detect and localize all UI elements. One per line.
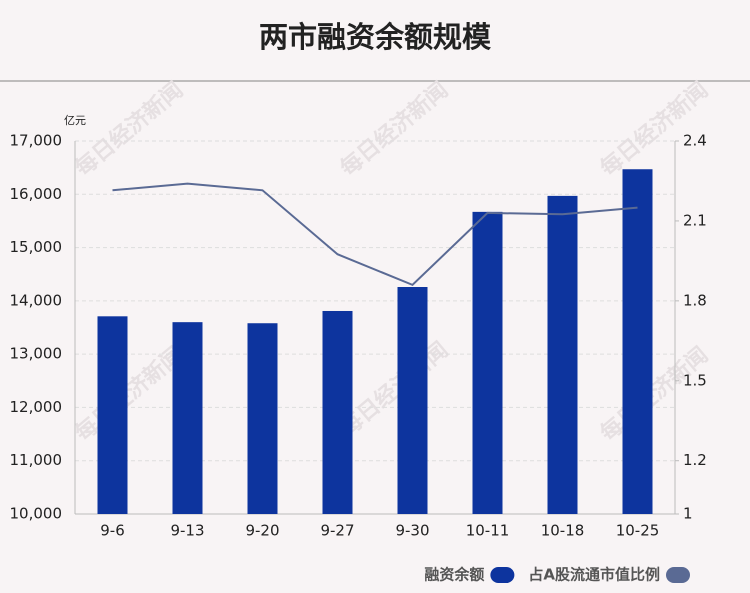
bar (172, 322, 203, 514)
y-tick-label: 16,000 (10, 185, 63, 203)
legend-label: 占A股流通市值比例 (528, 566, 660, 584)
y-tick-label: 11,000 (10, 451, 63, 469)
bar (547, 195, 578, 515)
legend-label: 融资余额 (424, 566, 484, 584)
x-tick-label: 9-6 (100, 522, 125, 540)
y2-tick-label: 1.2 (683, 451, 707, 469)
chart-title: 两市融资余额规模 (259, 20, 492, 54)
y2-tick-label: 2.1 (683, 211, 707, 229)
y2-tick-label: 1 (683, 505, 693, 523)
x-tick-label: 10-11 (466, 522, 510, 540)
bar (397, 287, 428, 514)
y-tick-label: 10,000 (10, 505, 63, 523)
y-tick-label: 17,000 (10, 132, 63, 150)
bar (472, 211, 503, 514)
legend-swatch (490, 567, 515, 583)
bar (622, 169, 653, 514)
legend-swatch (666, 567, 690, 583)
bar (247, 323, 278, 514)
y2-tick-label: 1.5 (683, 371, 707, 389)
y-tick-label: 14,000 (10, 291, 63, 309)
y-tick-label: 15,000 (10, 238, 63, 256)
y-tick-label: 12,000 (10, 398, 63, 416)
x-tick-label: 10-18 (541, 522, 585, 540)
bar (322, 310, 353, 514)
y2-tick-label: 1.8 (683, 291, 707, 309)
y-tick-label: 13,000 (10, 345, 63, 363)
x-tick-label: 9-20 (245, 522, 279, 540)
x-tick-label: 9-13 (170, 522, 204, 540)
x-tick-label: 9-27 (320, 522, 354, 540)
y2-tick-label: 2.4 (683, 132, 707, 150)
x-tick-label: 10-25 (616, 522, 660, 540)
y-unit: 亿元 (64, 114, 86, 127)
line (112, 182, 638, 287)
x-tick-label: 9-30 (395, 522, 429, 540)
bar (97, 316, 128, 514)
